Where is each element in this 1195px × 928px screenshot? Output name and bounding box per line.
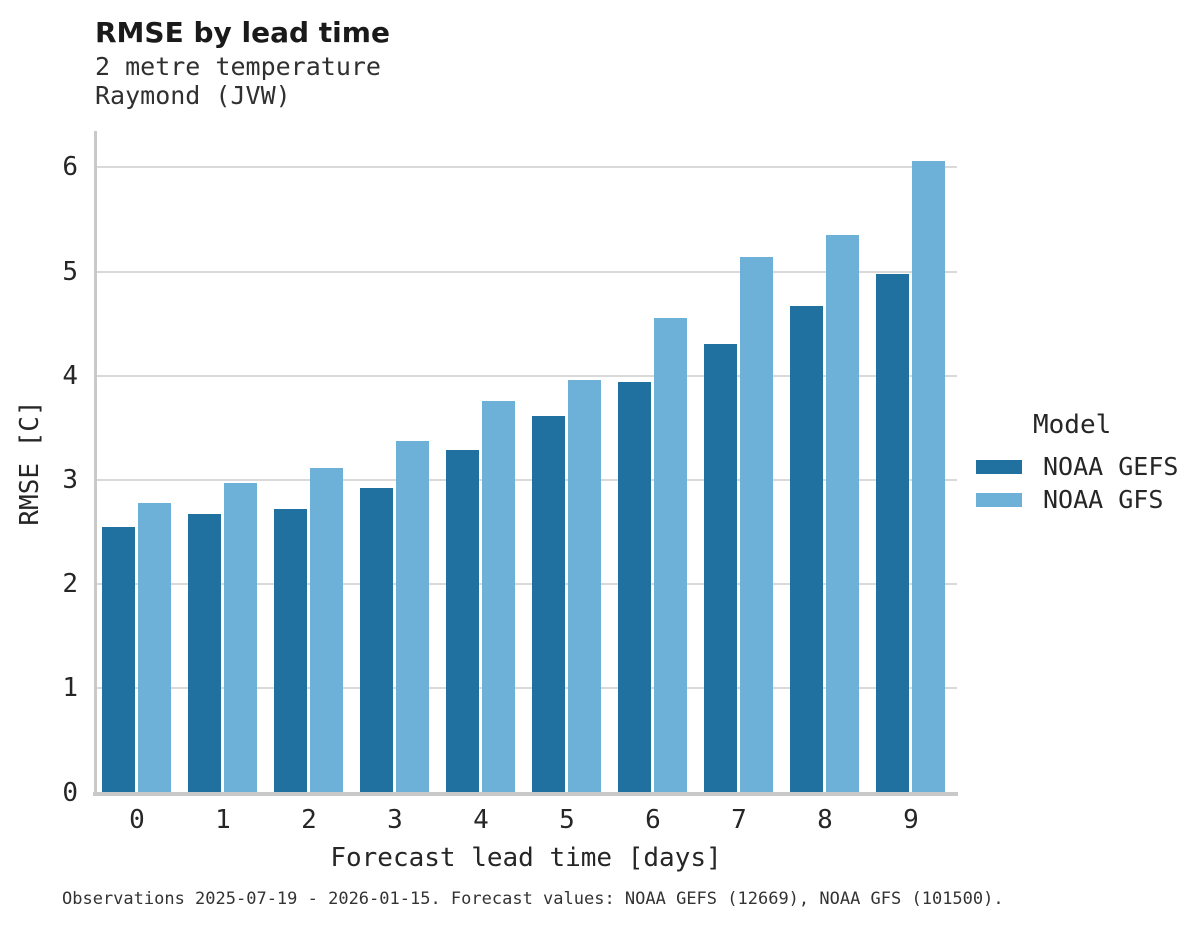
bar-noaa-gefs-lead-1 <box>188 514 221 792</box>
bar-noaa-gefs-lead-8 <box>790 306 823 792</box>
bar-noaa-gfs-lead-0 <box>138 503 171 792</box>
legend-swatch-noaa-gfs <box>976 492 1022 507</box>
legend-item-noaa-gfs: NOAA GFS <box>976 483 1178 516</box>
y-tick-label-4: 4 <box>62 361 78 391</box>
legend: Model NOAA GEFS NOAA GFS <box>976 410 1178 516</box>
y-tick-label-2: 2 <box>62 569 78 599</box>
subtitle-line-location: Raymond (JVW) <box>95 81 291 110</box>
x-tick-label-8: 8 <box>817 805 833 835</box>
bar-noaa-gefs-lead-0 <box>102 527 135 792</box>
legend-item-noaa-gefs: NOAA GEFS <box>976 450 1178 483</box>
bar-noaa-gfs-lead-5 <box>568 380 601 792</box>
legend-label-noaa-gfs: NOAA GFS <box>1043 485 1164 514</box>
bar-noaa-gfs-lead-9 <box>912 161 945 792</box>
bar-noaa-gefs-lead-9 <box>876 274 909 792</box>
x-tick-label-0: 0 <box>129 805 145 835</box>
bar-noaa-gefs-lead-6 <box>618 382 651 792</box>
legend-swatch-noaa-gefs <box>976 459 1022 474</box>
bar-noaa-gfs-lead-2 <box>310 468 343 792</box>
y-tick-label-6: 6 <box>62 152 78 182</box>
chart-title: RMSE by lead time <box>95 16 390 49</box>
bar-noaa-gfs-lead-7 <box>740 257 773 792</box>
x-tick-label-4: 4 <box>473 805 489 835</box>
x-tick-label-3: 3 <box>387 805 403 835</box>
legend-items: NOAA GEFS NOAA GFS <box>976 450 1178 516</box>
bar-noaa-gefs-lead-7 <box>704 344 737 792</box>
y-tick-label-5: 5 <box>62 257 78 287</box>
x-tick-label-2: 2 <box>301 805 317 835</box>
bar-noaa-gfs-lead-8 <box>826 235 859 792</box>
bar-noaa-gefs-lead-3 <box>360 488 393 792</box>
x-tick-label-7: 7 <box>731 805 747 835</box>
y-gridline-4 <box>96 375 957 377</box>
x-tick-label-9: 9 <box>903 805 919 835</box>
bar-noaa-gfs-lead-1 <box>224 483 257 792</box>
y-tick-label-3: 3 <box>62 465 78 495</box>
y-gridline-2 <box>96 583 957 585</box>
bar-noaa-gefs-lead-2 <box>274 509 307 792</box>
x-tick-label-6: 6 <box>645 805 661 835</box>
y-axis-spine <box>94 131 97 794</box>
chart-subtitle: 2 metre temperature Raymond (JVW) <box>95 52 381 110</box>
legend-title: Model <box>1033 410 1112 440</box>
y-gridline-3 <box>96 479 957 481</box>
legend-label-noaa-gefs: NOAA GEFS <box>1043 452 1179 481</box>
bar-noaa-gfs-lead-3 <box>396 441 429 792</box>
bar-noaa-gefs-lead-5 <box>532 416 565 792</box>
bar-noaa-gfs-lead-4 <box>482 401 515 792</box>
subtitle-line-variable: 2 metre temperature <box>95 52 381 81</box>
y-tick-label-1: 1 <box>62 673 78 703</box>
x-tick-label-5: 5 <box>559 805 575 835</box>
y-gridline-6 <box>96 166 957 168</box>
footer-caption: Observations 2025-07-19 - 2026-01-15. Fo… <box>62 889 1004 909</box>
x-axis-spine <box>93 792 958 796</box>
bar-noaa-gefs-lead-4 <box>446 450 479 792</box>
y-gridline-1 <box>96 687 957 689</box>
y-tick-label-0: 0 <box>62 778 78 808</box>
x-axis-label: Forecast lead time [days] <box>330 843 722 873</box>
bar-noaa-gfs-lead-6 <box>654 318 687 792</box>
y-axis-label: RMSE [C] <box>15 400 45 526</box>
y-gridline-5 <box>96 271 957 273</box>
x-tick-label-1: 1 <box>215 805 231 835</box>
